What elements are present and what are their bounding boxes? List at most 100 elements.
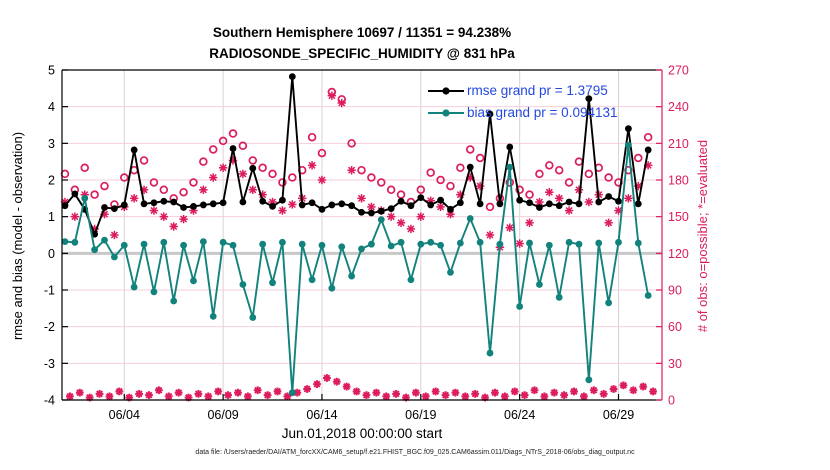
- bias-marker: [150, 288, 158, 296]
- chart-title-line2: RADIOSONDE_SPECIFIC_HUMIDITY @ 831 hPa: [209, 46, 515, 61]
- bias-marker: [190, 277, 197, 285]
- rmse-marker: [437, 196, 444, 204]
- bias-marker: [91, 246, 99, 254]
- evaluated-obs-marker: [417, 213, 425, 221]
- y-right-tick-label: 210: [668, 137, 689, 151]
- bias-marker: [160, 238, 168, 246]
- legend-label-rmse: rmse grand pr = 1.3795: [467, 83, 608, 98]
- rmse-marker: [348, 202, 356, 210]
- bias-marker: [466, 215, 474, 222]
- evaluated-obs-marker: [180, 215, 188, 223]
- evaluated-obs-marker: [585, 198, 593, 206]
- rmse-marker: [279, 196, 286, 204]
- chart-title-line1: Southern Hemisphere 10697 / 11351 = 94.2…: [212, 25, 512, 40]
- rmse-marker: [575, 200, 583, 208]
- possible-obs-marker: [357, 165, 366, 175]
- evaluated-obs-marker: [407, 225, 415, 233]
- bias-marker: [407, 276, 415, 284]
- rmse-marker: [318, 205, 326, 213]
- possible-obs-marker: [199, 157, 208, 166]
- rmse-marker: [150, 199, 158, 207]
- legend: rmse grand pr = 1.3795 bias grand pr = 0…: [427, 80, 618, 123]
- bias-marker: [437, 241, 444, 249]
- offhour-obs-marker: [206, 394, 211, 399]
- evaluated-obs-marker: [357, 194, 366, 202]
- evaluated-obs-marker: [308, 161, 316, 169]
- bias-marker: [417, 240, 425, 248]
- offhour-obs-marker: [374, 390, 379, 395]
- evaluated-obs-marker: [170, 222, 178, 230]
- bias-marker: [249, 314, 257, 321]
- rmse-marker: [338, 200, 346, 208]
- offhour-obs-marker: [552, 390, 557, 395]
- possible-obs-marker: [347, 139, 356, 148]
- bias-marker: [101, 236, 108, 244]
- offhour-obs-marker: [631, 388, 636, 393]
- y-left-tick-label: -1: [44, 284, 55, 298]
- offhour-obs-marker: [127, 395, 132, 400]
- evaluated-obs-marker: [516, 240, 524, 248]
- bias-marker: [605, 299, 613, 307]
- legend-label-bias: bias grand pr = 0.094131: [467, 105, 618, 120]
- possible-obs-marker: [564, 178, 574, 187]
- bias-marker: [209, 313, 217, 320]
- offhour-obs-marker: [651, 389, 656, 394]
- offhour-obs-marker: [275, 389, 280, 394]
- offhour-obs-marker: [404, 395, 408, 400]
- offhour-obs-marker: [315, 382, 319, 387]
- y-left-tick-label: -2: [44, 320, 55, 334]
- evaluated-obs-marker: [506, 224, 514, 232]
- bias-marker: [624, 141, 632, 149]
- possible-obs-marker: [238, 141, 248, 151]
- bias-marker: [456, 239, 464, 247]
- evaluated-obs-marker: [150, 207, 158, 215]
- offhour-obs-marker: [77, 390, 82, 395]
- rmse-marker: [407, 202, 415, 210]
- bias-marker: [555, 293, 563, 301]
- bias-marker: [259, 240, 267, 248]
- bias-marker: [298, 240, 306, 248]
- bias-marker: [308, 276, 316, 284]
- possible-obs-marker: [436, 175, 445, 185]
- offhour-obs-marker: [542, 394, 547, 399]
- bias-marker: [496, 240, 504, 248]
- bias-marker: [71, 238, 79, 246]
- bias-marker: [447, 269, 454, 276]
- offhour-obs-marker: [453, 390, 458, 395]
- bias-marker: [615, 238, 622, 246]
- evaluated-obs-marker: [209, 174, 217, 182]
- offhour-obs-marker: [236, 390, 240, 395]
- rmse-marker: [328, 201, 336, 209]
- possible-obs-marker: [634, 153, 643, 163]
- bias-marker: [180, 241, 187, 249]
- bias-marker: [575, 240, 583, 248]
- rmse-marker: [239, 198, 247, 206]
- offhour-obs-marker: [394, 391, 399, 396]
- possible-obs-marker: [80, 163, 89, 173]
- rmse-marker: [427, 201, 435, 209]
- bias-marker: [526, 239, 533, 247]
- offhour-obs-marker: [443, 393, 448, 398]
- offhour-obs-marker: [473, 391, 478, 396]
- y-right-tick-label: 90: [668, 284, 682, 298]
- bias-marker: [427, 238, 435, 246]
- possible-obs-marker: [574, 157, 584, 166]
- rmse-marker: [219, 199, 227, 207]
- y-right-tick-label: 120: [668, 247, 689, 261]
- evaluated-obs-marker: [239, 170, 247, 178]
- evaluated-obs-marker: [525, 219, 534, 227]
- possible-obs-marker: [515, 185, 524, 195]
- x-tick-label: 06/24: [504, 408, 535, 422]
- possible-obs-marker: [535, 169, 544, 179]
- possible-obs-marker: [179, 187, 188, 197]
- rmse-marker: [585, 95, 593, 102]
- possible-obs-marker: [307, 132, 317, 142]
- bias-marker: [644, 292, 652, 299]
- offhour-obs-marker: [463, 394, 468, 399]
- rmse-marker: [595, 198, 603, 206]
- offhour-obs-marker: [265, 393, 270, 398]
- evaluated-obs-marker: [249, 186, 257, 194]
- bias-marker: [239, 281, 247, 288]
- offhour-obs-marker: [483, 395, 487, 400]
